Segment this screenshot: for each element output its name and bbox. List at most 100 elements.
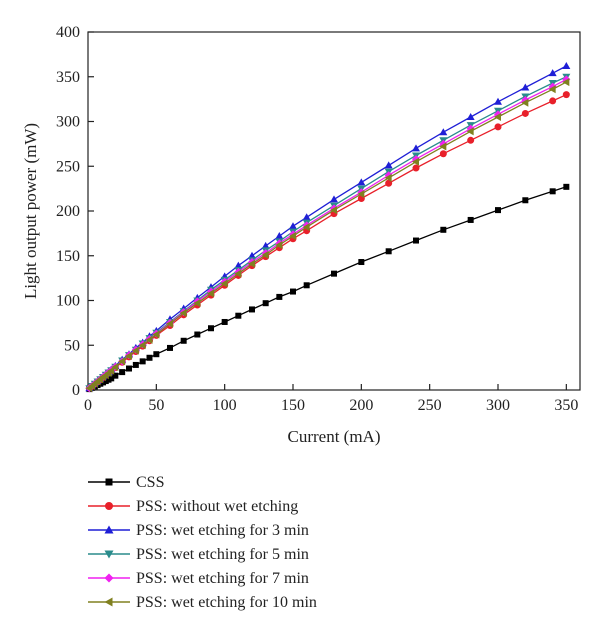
data-point <box>220 279 228 288</box>
legend-marker <box>104 573 114 583</box>
series-3 <box>85 73 571 393</box>
data-point <box>132 361 139 368</box>
data-point <box>439 128 448 136</box>
series-4 <box>85 75 571 393</box>
data-point <box>548 69 557 77</box>
data-point <box>207 289 214 298</box>
data-point <box>467 216 474 223</box>
data-point <box>275 232 284 240</box>
legend-marker <box>105 502 113 510</box>
data-point <box>289 222 297 230</box>
data-point <box>289 232 296 241</box>
x-axis-ticks: 0 50 100 150 200 250 300 350 <box>84 384 578 414</box>
data-point <box>521 98 529 107</box>
data-point <box>495 207 501 214</box>
data-point <box>194 331 201 338</box>
data-point <box>302 223 310 232</box>
data-point <box>466 113 475 121</box>
data-point <box>521 109 529 117</box>
data-point <box>412 164 420 172</box>
legend-label: PSS: wet etching for 7 min <box>136 570 309 587</box>
data-point <box>179 309 187 318</box>
data-point <box>563 183 570 190</box>
data-point <box>261 241 270 249</box>
data-point <box>412 144 420 152</box>
legend-item: PSS: wet etching for 5 min <box>88 546 309 563</box>
series-layer <box>85 62 571 393</box>
data-point <box>548 85 556 94</box>
data-point <box>221 318 228 325</box>
y-tick-label: 200 <box>56 203 80 220</box>
data-point <box>262 300 269 307</box>
legend-label: PSS: without wet etching <box>136 498 298 515</box>
data-point <box>108 375 115 382</box>
data-point <box>146 354 153 361</box>
y-tick-label: 100 <box>56 293 80 310</box>
data-point <box>138 341 146 350</box>
legend: CSS PSS: without wet etching PSS: wet etch… <box>88 474 317 611</box>
y-tick-label: 300 <box>56 114 80 131</box>
data-point <box>439 150 447 158</box>
data-point <box>562 91 570 99</box>
x-tick-label: 50 <box>148 397 164 414</box>
series-0 <box>86 183 570 393</box>
data-point <box>275 241 283 250</box>
data-point <box>330 206 337 215</box>
data-point <box>166 319 173 328</box>
legend-marker <box>104 525 114 534</box>
data-point <box>549 97 557 105</box>
data-point <box>494 113 501 122</box>
data-point <box>131 346 139 355</box>
y-tick-label: 50 <box>64 337 80 354</box>
data-point <box>494 123 502 131</box>
data-point <box>249 306 255 313</box>
data-point <box>248 259 255 268</box>
x-tick-label: 350 <box>554 397 578 414</box>
data-point <box>439 142 447 151</box>
data-point <box>248 251 256 259</box>
data-point <box>112 372 119 379</box>
data-point <box>235 312 242 319</box>
data-point <box>385 248 392 255</box>
data-point <box>276 293 283 300</box>
legend-marker <box>104 550 114 559</box>
data-point <box>467 136 475 144</box>
data-point <box>180 337 187 344</box>
series-5 <box>85 78 570 393</box>
data-point <box>413 237 419 244</box>
series-1 <box>85 91 570 392</box>
y-tick-label: 150 <box>56 248 80 265</box>
data-point <box>234 261 243 269</box>
legend-item: CSS <box>88 474 164 491</box>
data-point <box>234 269 242 278</box>
data-point <box>152 330 160 339</box>
data-point <box>167 344 173 351</box>
x-tick-label: 0 <box>84 397 92 414</box>
data-point <box>145 335 153 344</box>
x-tick-label: 150 <box>281 397 305 414</box>
data-point <box>153 351 160 358</box>
series-line <box>88 76 567 389</box>
data-point <box>358 259 365 266</box>
data-point <box>125 351 132 360</box>
data-point <box>494 97 502 105</box>
x-tick-label: 250 <box>418 397 442 414</box>
data-point <box>302 213 311 221</box>
data-point <box>119 369 126 376</box>
data-point <box>521 83 530 91</box>
data-point <box>562 62 571 70</box>
legend-item: PSS: wet etching for 3 min <box>88 522 309 539</box>
data-point <box>107 366 115 375</box>
y-tick-label: 250 <box>56 158 80 175</box>
data-point <box>412 157 419 166</box>
data-point <box>385 179 393 187</box>
x-tick-label: 200 <box>349 397 373 414</box>
data-point <box>118 357 126 366</box>
data-point <box>384 161 393 169</box>
legend-label: CSS <box>136 474 164 491</box>
x-tick-label: 100 <box>213 397 237 414</box>
data-point <box>522 197 529 204</box>
data-point <box>261 250 269 259</box>
data-point <box>440 226 447 233</box>
